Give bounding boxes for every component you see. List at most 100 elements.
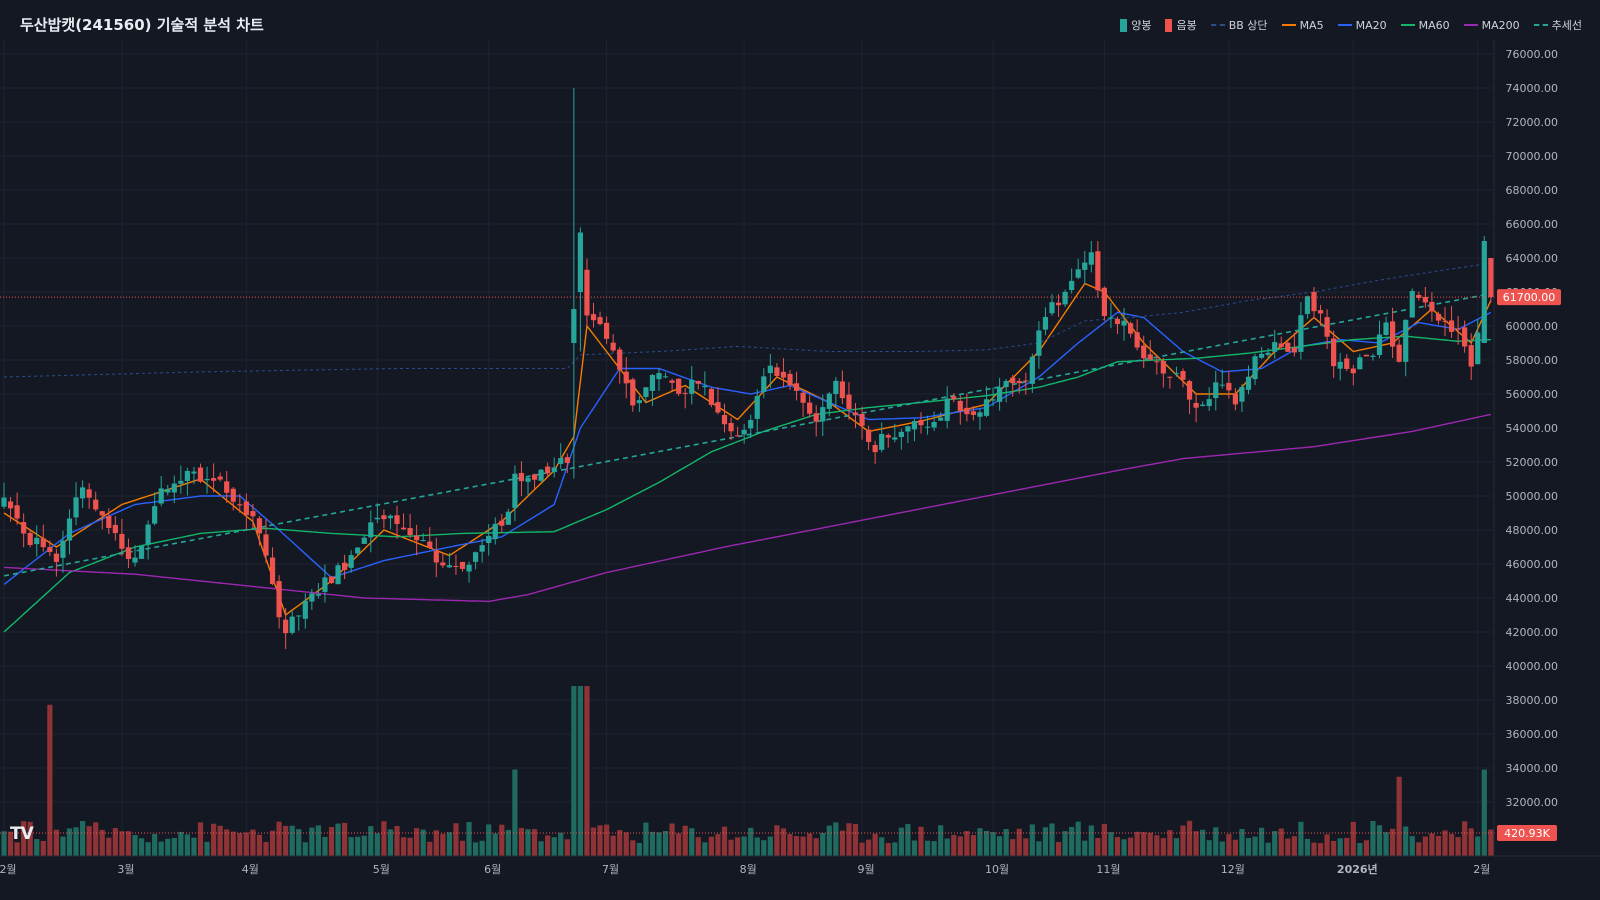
volume-bar [1167,830,1173,856]
volume-bar [702,842,708,856]
volume-bar [735,837,741,856]
current-volume-badge [1497,825,1557,841]
volume-bar [453,823,459,856]
volume-bar [1206,840,1212,856]
legend-item[interactable]: 양봉 [1120,17,1151,33]
legend-label: MA20 [1355,18,1387,32]
volume-bar [1114,837,1121,856]
candle-body [918,420,924,426]
candle-body [1180,371,1186,380]
x-tick-label: 2026년 [1337,862,1378,876]
candle-body [302,600,308,619]
legend-item[interactable]: 추세선 [1533,17,1582,33]
volume-bar [1036,841,1042,856]
legend-label: MA200 [1481,18,1520,32]
y-tick-label: 54000.00 [1506,422,1559,435]
candle-body [1245,376,1252,390]
candle-body [525,477,531,482]
volume-bar [538,841,544,856]
volume-bar [1245,838,1252,856]
candle-body [335,565,341,585]
candle-body [1409,291,1415,318]
candle-body [551,467,557,472]
tradingview-logo[interactable]: TV [10,824,34,844]
volume-bar [14,842,20,856]
volume-bar [466,822,472,856]
candle-body [839,381,845,399]
volume-bar [1435,835,1442,856]
candle-body [1317,310,1324,314]
volume-bar [859,842,865,856]
legend-item[interactable]: MA20 [1337,17,1387,33]
legend-item[interactable]: MA5 [1281,17,1324,33]
candle-body [1357,357,1363,370]
volume-bar [1232,839,1238,856]
candle-body [289,616,295,633]
candle-body [374,517,380,520]
candle-body [1488,258,1494,298]
legend-item[interactable]: MA200 [1463,17,1520,33]
volume-bar [381,821,387,856]
volume-bar [1298,821,1304,856]
volume-bar [1062,831,1068,856]
volume-bar [754,837,760,856]
volume-bar [1200,829,1206,856]
candle-body [1167,376,1173,378]
volume-bar [1101,824,1107,856]
volume-bar [112,828,118,856]
x-tick-label: 8월 [740,863,757,876]
volume-bar [938,825,944,856]
candle-body [125,547,132,559]
volume-bar [1409,836,1415,856]
candle-body [558,458,564,464]
volume-bar [839,830,845,856]
candle-body [1062,291,1068,305]
candle-body [538,469,544,481]
candle-body [479,545,485,552]
series-line-ma20 [3,311,1492,585]
volume-bar [1396,776,1402,856]
candle-body [138,545,145,559]
volume-bar [119,831,125,856]
candle-body [1416,294,1422,298]
candle-body [230,488,236,502]
volume-bar [1422,836,1428,856]
candle-body [807,402,813,414]
volume-bar [440,833,446,856]
volume-bar [237,833,243,856]
volume-bar [1010,839,1016,856]
volume-bar [846,823,852,856]
volume-bar [1390,828,1396,856]
candle-body [1337,361,1343,369]
candle-body [977,412,983,417]
legend-item[interactable]: MA60 [1400,17,1450,33]
volume-bar [1154,835,1160,856]
volume-bar [800,836,806,856]
volume-bar [1219,841,1225,856]
candle-body [400,527,407,530]
candle-body [944,398,950,421]
legend-swatch [1210,24,1225,26]
volume-bar [302,842,308,856]
candle-body [1363,354,1369,357]
volume-bar [165,838,171,856]
candle-body [938,417,944,421]
volume-bar [1121,839,1127,856]
volume-bar [643,822,649,856]
legend-item[interactable]: BB 상단 [1210,17,1268,33]
volume-bar [676,833,682,856]
candle-body [191,471,197,474]
candle-body [7,501,14,509]
candle-body [1134,332,1140,348]
candle-body [1396,344,1402,362]
candle-body [1435,313,1442,321]
volume-bar [1069,826,1075,856]
current-price-badge [1497,289,1561,306]
legend-item[interactable]: 음봉 [1165,17,1197,33]
volume-bar [748,827,754,856]
volume-bar [525,829,531,856]
volume-bar [1311,842,1317,856]
volume-bar [767,836,773,856]
candle-body [243,501,249,516]
